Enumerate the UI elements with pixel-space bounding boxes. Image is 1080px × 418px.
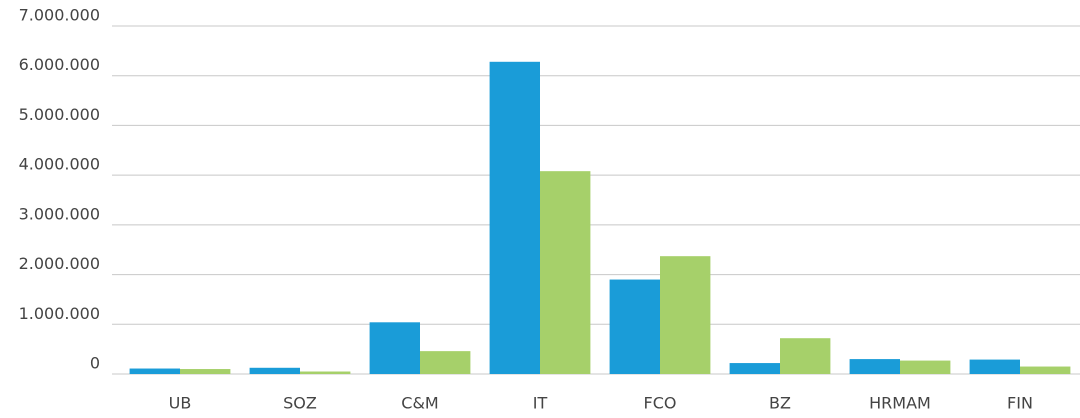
bar <box>969 359 1020 374</box>
bar <box>540 171 591 374</box>
bar <box>420 351 471 374</box>
x-tick-label: IT <box>533 394 548 413</box>
bar <box>249 367 300 374</box>
bar <box>1020 366 1071 374</box>
bar <box>780 338 831 374</box>
bar <box>609 279 660 374</box>
y-tick-label: 7.000.000 <box>19 6 100 25</box>
y-tick-label: 3.000.000 <box>19 204 100 223</box>
y-tick-label: 0 <box>90 354 100 373</box>
x-tick-label: HRMAM <box>869 394 931 413</box>
x-tick-label: BZ <box>769 394 791 413</box>
bar <box>180 369 231 374</box>
bar <box>900 360 951 374</box>
y-tick-label: 5.000.000 <box>19 105 100 124</box>
x-tick-label: FCO <box>644 394 677 413</box>
y-tick-label: 4.000.000 <box>19 155 100 174</box>
x-tick-label: C&M <box>401 394 438 413</box>
x-tick-label: SOZ <box>283 394 317 413</box>
bar <box>300 371 351 374</box>
y-tick-label: 1.000.000 <box>19 304 100 323</box>
y-tick-label: 6.000.000 <box>19 55 100 74</box>
bar <box>660 256 711 374</box>
bar <box>489 61 540 375</box>
x-tick-label: FIN <box>1007 394 1033 413</box>
x-tick-label: UB <box>169 394 192 413</box>
bar <box>729 363 780 374</box>
bar <box>849 359 900 374</box>
bar <box>369 322 420 374</box>
y-tick-label: 2.000.000 <box>19 254 100 273</box>
bar <box>129 368 180 374</box>
